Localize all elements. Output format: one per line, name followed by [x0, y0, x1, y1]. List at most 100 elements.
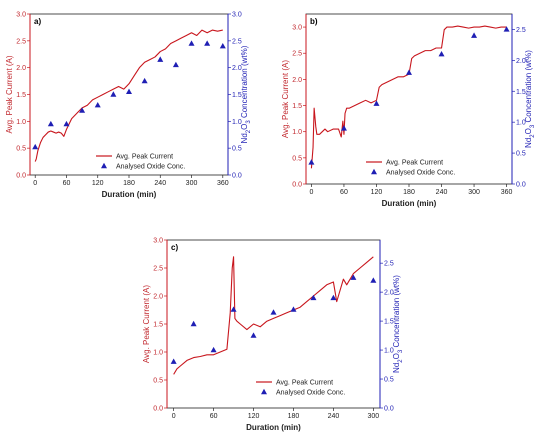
y-left-tick-label: 3.0 [292, 25, 302, 32]
current-series-line [310, 25, 507, 169]
y-left-tick-label: 3.0 [153, 238, 163, 245]
y-right-tick-label: 1.5 [232, 92, 242, 99]
y-right-axis-title-part: Concentration (wt%) [392, 275, 401, 350]
legend-current-label: Avg. Peak Current [386, 160, 443, 167]
oxide-point [270, 309, 277, 315]
x-tick-label: 180 [288, 413, 300, 420]
y-right-axis-title-part: Nd [240, 133, 249, 143]
x-tick-label: 300 [468, 189, 480, 196]
x-tick-label: 240 [154, 180, 166, 187]
x-tick-label: 60 [210, 413, 218, 420]
y-right-axis-title-part: 3 [246, 120, 252, 124]
y-right-tick-label: 0.0 [232, 173, 242, 180]
y-right-tick-label: 1.0 [516, 120, 526, 127]
x-axis-title: Duration (min) [382, 199, 437, 208]
y-right-tick-label: 0.0 [384, 406, 394, 413]
y-left-tick-label: 1.0 [16, 119, 26, 126]
oxide-point [141, 77, 148, 84]
x-axis-title: Duration (min) [102, 190, 157, 199]
x-tick-label: 240 [436, 189, 448, 196]
y-right-axis-title-part: Concentration (wt%) [524, 50, 533, 125]
y-left-tick-label: 0.0 [153, 406, 163, 413]
oxide-point [94, 102, 101, 108]
y-left-tick-label: 2.0 [292, 77, 302, 84]
y-left-tick-label: 2.0 [153, 294, 163, 301]
y-right-tick-label: 2.5 [384, 261, 394, 268]
plot-frame [166, 239, 381, 409]
x-tick-label: 60 [63, 180, 71, 187]
y-left-tick-label: 3.0 [16, 12, 26, 19]
panel-label: a) [34, 17, 41, 26]
y-left-tick-label: 1.0 [292, 129, 302, 136]
legend-triangle-swatch [371, 168, 377, 175]
y-right-axis-title-part: O [240, 124, 249, 130]
y-left-tick-label: 2.5 [153, 266, 163, 273]
y-right-tick-label: 2.5 [516, 27, 526, 34]
y-right-tick-label: 0.5 [384, 377, 394, 384]
y-left-tick-label: 1.5 [292, 103, 302, 110]
y-left-tick-label: 1.5 [16, 92, 26, 99]
y-right-tick-label: 2.0 [516, 58, 526, 65]
oxide-point [190, 320, 197, 327]
y-right-tick-label: 0.0 [516, 182, 526, 189]
oxide-point [340, 125, 347, 131]
oxide-point [210, 346, 217, 353]
oxide-point [406, 69, 412, 75]
y-right-axis-title-part: Concentration (wt%) [240, 45, 249, 120]
y-left-tick-label: 0.5 [153, 378, 163, 385]
oxide-point [310, 294, 317, 301]
legend-triangle-swatch [261, 388, 267, 395]
legend-current-label: Avg. Peak Current [116, 154, 173, 161]
x-tick-label: 360 [501, 189, 513, 196]
oxide-point [370, 277, 377, 283]
panel-label: b) [310, 17, 318, 26]
y-right-tick-label: 3.0 [232, 12, 242, 19]
oxide-point [79, 107, 86, 113]
oxide-point [32, 143, 39, 150]
y-right-tick-label: 2.5 [232, 38, 242, 45]
chart-panel-3: 0 60 120 180 240 300 0.0 0.5 1.0 1.5 2.0 2.5 3.0 0.0 0… [142, 238, 404, 433]
y-right-axis-title-part: O [524, 128, 533, 134]
oxide-point [350, 274, 357, 280]
y-right-axis-title: Nd2O3 Concentration (wt%) [524, 50, 536, 148]
y-right-axis-title-part: 3 [398, 349, 404, 353]
oxide-point [373, 100, 380, 106]
x-tick-label: 180 [403, 189, 415, 196]
oxide-point [172, 61, 179, 68]
oxide-point [47, 120, 54, 127]
y-right-tick-label: 0.5 [516, 151, 526, 158]
oxide-point [110, 91, 117, 97]
oxide-point [188, 40, 195, 46]
x-tick-label: 120 [92, 180, 104, 187]
legend-oxide-label: Analysed Oxide Conc. [116, 164, 185, 171]
x-tick-label: 240 [328, 413, 340, 420]
legend-oxide-label: Analysed Oxide Conc. [276, 390, 345, 397]
oxide-point [308, 159, 315, 165]
oxide-point [330, 294, 337, 301]
oxide-point [204, 40, 211, 46]
oxide-point [503, 26, 510, 32]
plot-frame [305, 13, 513, 185]
y-left-tick-label: 2.5 [16, 38, 26, 45]
panel-label: c) [171, 243, 178, 252]
y-left-tick-label: 0.0 [292, 182, 302, 189]
y-right-axis-title-part: O [392, 353, 401, 359]
y-right-axis-title-part: 3 [530, 124, 536, 128]
y-left-tick-label: 1.0 [153, 350, 163, 357]
y-left-tick-label: 0.5 [292, 155, 302, 162]
y-right-axis-title-part: Nd [392, 363, 401, 373]
y-right-axis-title-part: Nd [524, 138, 533, 148]
oxide-point [126, 88, 132, 95]
x-tick-label: 120 [248, 413, 260, 420]
current-series-line [173, 256, 374, 375]
y-right-tick-label: 2.0 [232, 65, 242, 72]
y-right-axis-title: Nd2O3 Concentration (wt%) [240, 45, 252, 143]
y-right-axis-title-part: 2 [246, 129, 252, 133]
oxide-point [230, 306, 237, 312]
current-series-line [34, 29, 223, 162]
x-tick-label: 180 [123, 180, 135, 187]
legend-oxide-label: Analysed Oxide Conc. [386, 170, 455, 177]
y-right-axis-title-part: 2 [530, 134, 536, 138]
y-right-tick-label: 2.0 [384, 290, 394, 297]
